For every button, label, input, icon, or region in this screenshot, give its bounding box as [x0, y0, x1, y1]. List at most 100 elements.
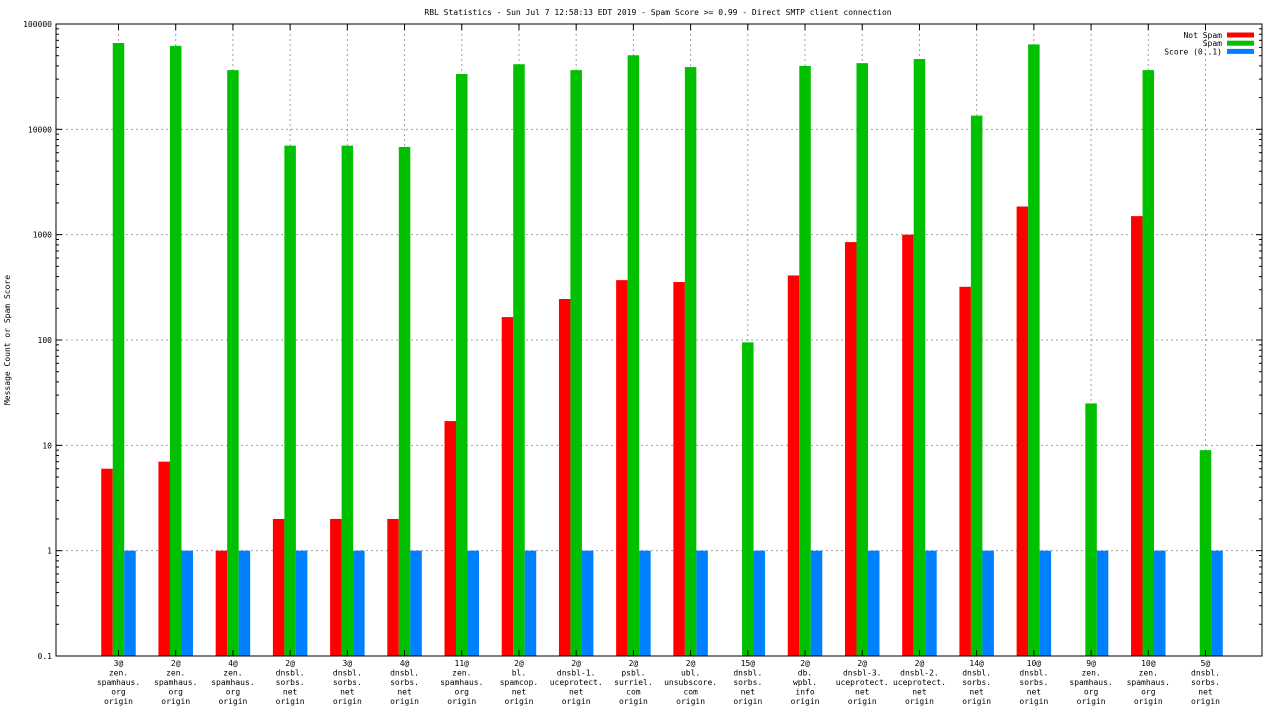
legend-swatch [1227, 32, 1254, 38]
bar-not-spam [387, 518, 399, 656]
bar-score-0-1 [581, 550, 594, 656]
x-tick-label-line: 2@ [171, 659, 181, 668]
x-tick-label-line: org [226, 688, 241, 697]
x-tick-label-line: origin [161, 697, 190, 706]
x-tick-label-line: net [1198, 688, 1213, 697]
bar-score-0-1 [810, 550, 823, 656]
bar-not-spam [215, 550, 228, 656]
x-tick-label-line: spamhaus. [154, 678, 197, 687]
x-tick-label-line: 9@ [1086, 659, 1096, 668]
x-tick-label-line: 4@ [400, 659, 410, 668]
x-tick-label-line: 2@ [857, 659, 867, 668]
bar-spam [341, 145, 354, 657]
x-tick-label: 2@ ubl. unsubscore. com origin [664, 659, 717, 706]
x-tick-label-line: zen. [1081, 669, 1100, 678]
x-tick-label-line: net [569, 688, 584, 697]
x-tick-label-line: net [1027, 688, 1042, 697]
bar-score-0-1 [982, 550, 994, 656]
x-tick-label-line: 2@ [915, 659, 925, 668]
bar-score-0-1 [1039, 550, 1052, 656]
x-tick-label-line: 2@ [686, 659, 696, 668]
bar-score-0-1 [524, 550, 537, 656]
x-tick-label-line: 11@ [455, 659, 470, 668]
x-tick-label-line: 2@ [285, 659, 295, 668]
legend-label: Score (0..1) [1164, 47, 1222, 56]
x-tick-label: 10@ dnsbl. sorbs. net origin [1019, 659, 1048, 706]
bar-spam [570, 70, 582, 656]
x-tick-label-line: dnsbl. [962, 669, 991, 678]
y-tick-label: 1 [47, 547, 52, 556]
x-tick-label-line: 15@ [741, 659, 756, 668]
x-tick-label-line: uceprotect. [836, 678, 889, 687]
x-tick-label: 3@ dnsbl. sorbs. net origin [333, 659, 362, 706]
x-tick-label: 2@ dnsbl-2. uceprotect. net origin [893, 659, 946, 706]
x-tick-label-line: psbl. [621, 669, 645, 678]
x-tick-label-line: origin [276, 697, 305, 706]
x-tick-label: 5@ dnsbl. sorbs. net origin [1191, 659, 1220, 706]
x-tick-label-line: zen. [1139, 669, 1158, 678]
x-tick-label-line: zen. [223, 669, 242, 678]
x-tick-label-line: origin [1019, 697, 1048, 706]
x-tick-label-line: org [168, 688, 183, 697]
bar-spam [456, 74, 468, 656]
x-tick-label-line: origin [962, 697, 991, 706]
x-tick-label-line: wpbl. [793, 678, 817, 687]
bar-score-0-1 [753, 550, 766, 656]
x-tick-label-line: sorbs. [276, 678, 305, 687]
bar-spam [284, 145, 296, 657]
y-ticks: 0.1 1 10 100 1000 10000 100000 [23, 20, 1262, 661]
x-tick-label: 14@ dnsbl. sorbs. net origin [962, 659, 991, 706]
x-tick-label-line: origin [1134, 697, 1163, 706]
bar-spam [1028, 44, 1040, 656]
x-tick-label-line: origin [676, 697, 705, 706]
x-tick-label-line: spamhaus. [211, 678, 254, 687]
y-tick-label: 100000 [23, 20, 52, 29]
x-tick-label-line: origin [218, 697, 247, 706]
x-tick-label-line: net [283, 688, 298, 697]
x-tick-label-line: net [741, 688, 756, 697]
x-tick-label-line: origin [104, 697, 133, 706]
x-tick-label-line: 14@ [969, 659, 984, 668]
x-tick-label: 2@ zen. spamhaus. org origin [154, 659, 197, 706]
x-tick-label-line: origin [1077, 697, 1106, 706]
x-tick-label-line: 2@ [800, 659, 810, 668]
x-tick-label-line: com [683, 688, 698, 697]
x-tick-label-line: sorbs. [733, 678, 762, 687]
bar-not-spam [616, 280, 628, 656]
x-tick-label-line: zen. [166, 669, 185, 678]
bar-not-spam [787, 275, 800, 656]
bar-spam [856, 63, 868, 657]
bar-not-spam [272, 518, 285, 656]
x-tick-label-line: dnsbl. [1191, 669, 1220, 678]
bar-score-0-1 [696, 550, 708, 656]
x-tick-label-line: net [969, 688, 984, 697]
y-tick-label: 0.1 [38, 652, 53, 661]
x-tick-label-line: sorbs. [390, 678, 419, 687]
x-tick-label-line: 10@ [1027, 659, 1042, 668]
legend-label: Spam [1203, 39, 1222, 48]
x-tick-label: 11@ zen. spamhaus. org origin [440, 659, 483, 706]
bar-score-0-1 [295, 550, 308, 656]
x-tick-label-line: sorbs. [962, 678, 991, 687]
x-tick-label: 4@ dnsbl. sorbs. net origin [390, 659, 419, 706]
bar-score-0-1 [181, 550, 193, 656]
y-tick-label: 1000 [33, 231, 52, 240]
x-tick-label-line: net [340, 688, 355, 697]
bar-score-0-1 [1154, 550, 1166, 656]
x-tick-label: 2@ db. wpbl. info origin [791, 659, 820, 706]
bar-score-0-1 [238, 550, 251, 656]
x-tick-label-line: spamhaus. [1127, 678, 1170, 687]
x-tick-label-line: ubl. [681, 669, 700, 678]
chart-title: RBL Statistics - Sun Jul 7 12:58:13 EDT … [424, 8, 891, 17]
bar-spam [1199, 450, 1212, 656]
x-tick-label-line: origin [562, 697, 591, 706]
x-tick-label: 4@ zen. spamhaus. org origin [211, 659, 254, 706]
bar-not-spam [330, 518, 342, 656]
bar-score-0-1 [467, 550, 480, 656]
x-tick-label-line: spamhaus. [1069, 678, 1112, 687]
x-tick-label-line: origin [333, 697, 362, 706]
x-tick-label-line: dnsbl. [390, 669, 419, 678]
x-tick-label-line: sorbs. [333, 678, 362, 687]
